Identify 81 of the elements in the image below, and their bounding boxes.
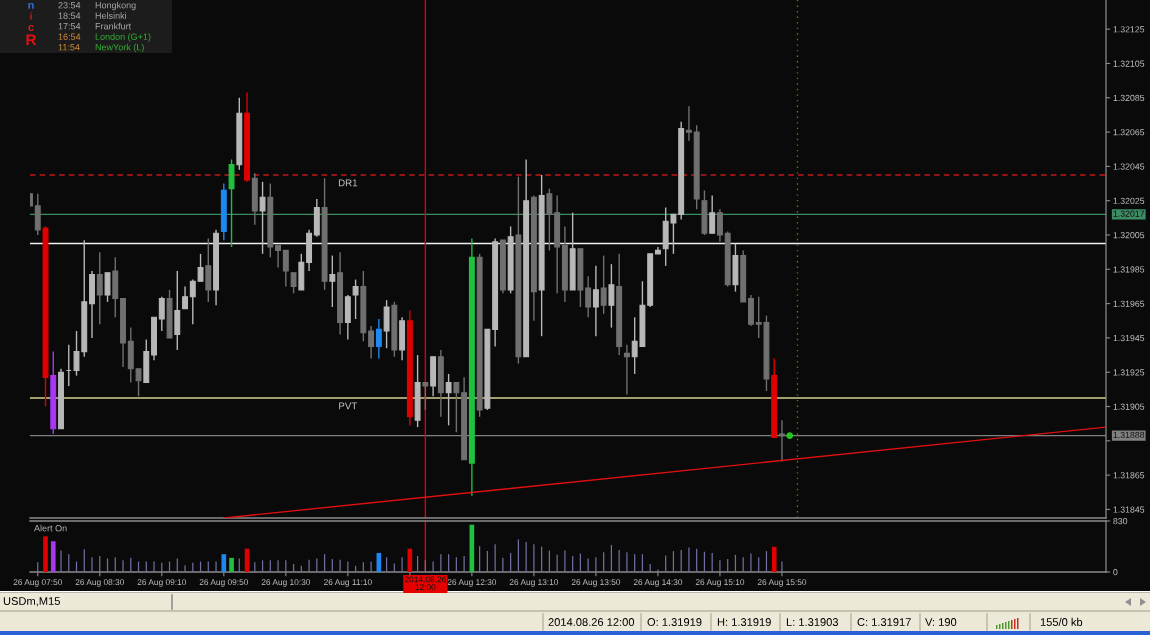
text: USDm,M15 xyxy=(3,597,60,607)
y-tick-label: 1.32105 xyxy=(1113,60,1145,67)
y-tick-label: 1.32085 xyxy=(1113,94,1145,102)
candlestick xyxy=(368,325,375,360)
annotation: n xyxy=(28,2,34,9)
x-tick-label: 26 Aug 09:10 xyxy=(137,579,187,587)
candlestick xyxy=(329,254,336,308)
candlestick xyxy=(600,254,607,315)
y-tick-label: 1.32125 xyxy=(1113,26,1145,33)
text: C: 1.31917 xyxy=(857,618,911,626)
annotation: DR1 xyxy=(338,179,358,187)
candlestick xyxy=(685,105,692,142)
candlestick xyxy=(585,275,592,319)
candlestick xyxy=(275,244,282,269)
candlestick xyxy=(259,181,266,255)
y-tick-label: 1.32025 xyxy=(1113,197,1145,204)
candlestick xyxy=(158,296,165,332)
annotation: PVT xyxy=(339,402,358,410)
x-tick-label: 26 Aug 07:50 xyxy=(13,579,62,587)
annotation: Alert On xyxy=(34,524,67,532)
y-tick-label: 1.31845 xyxy=(1113,506,1145,513)
y-tick-label: 1.31905 xyxy=(1113,403,1145,410)
annotation: 16:54 xyxy=(58,33,81,40)
annotation: 17:54 xyxy=(58,23,81,30)
candlestick xyxy=(453,381,460,433)
candlestick xyxy=(282,249,289,288)
candlestick xyxy=(592,265,599,337)
annotation: Helsinki xyxy=(95,12,126,19)
text: H: 1.31919 xyxy=(717,618,771,626)
x-tick-label: 26 Aug 10:30 xyxy=(261,579,311,587)
candlestick xyxy=(290,272,297,294)
text: O: 1.31919 xyxy=(647,618,702,626)
annotation: Frankfurt xyxy=(95,22,132,30)
y-tick-label: 1.31925 xyxy=(1113,369,1145,376)
x-tick-label: 26 Aug 08:30 xyxy=(75,579,125,587)
ref-line-label: 1.32017 xyxy=(1113,210,1145,217)
y-tick-label: 1.31985 xyxy=(1113,266,1145,273)
annotation: NewYork (L) xyxy=(95,43,144,53)
annotation: i xyxy=(30,12,32,20)
text: 2014.08.26 12:00 xyxy=(548,618,635,626)
candlestick xyxy=(445,373,452,427)
candlestick xyxy=(623,344,630,396)
y-tick-label: 1.32045 xyxy=(1113,163,1145,170)
candlestick xyxy=(422,381,429,411)
text: L: 1.31903 xyxy=(786,618,839,626)
annotation: R xyxy=(26,34,37,45)
candlestick xyxy=(352,278,359,320)
y-tick-label: 1.32005 xyxy=(1113,232,1145,239)
x-tick-label: 26 Aug 15:10 xyxy=(695,579,745,587)
y-tick-label: 1.31945 xyxy=(1113,334,1145,342)
candlestick xyxy=(546,187,553,252)
candlestick xyxy=(779,419,785,463)
x-tick-label: 26 Aug 11:10 xyxy=(324,579,372,587)
annotation: c xyxy=(28,24,34,31)
y-tick-label: 1.31965 xyxy=(1113,300,1145,307)
x-tick-label: 26 Aug 15:50 xyxy=(757,579,807,587)
y-tick-label: 0 xyxy=(1113,569,1118,576)
candlestick xyxy=(375,318,382,360)
annotation: Hongkong xyxy=(95,1,136,11)
ref-line-label: 2014.08.26 12:00 xyxy=(404,576,446,591)
annotation: 23:54 xyxy=(58,2,81,9)
candlestick xyxy=(104,272,111,303)
annotation: 18:54 xyxy=(58,12,81,19)
x-tick-label: 26 Aug 09:50 xyxy=(199,579,249,587)
text: V: 190 xyxy=(925,618,957,626)
ref-line-label: 1.31888 xyxy=(1113,431,1145,439)
x-tick-label: 26 Aug 12:30 xyxy=(447,579,497,587)
candlestick xyxy=(608,263,615,329)
y-tick-label: 1.32065 xyxy=(1113,129,1145,136)
annotation: 11:54 xyxy=(58,44,80,51)
x-tick-label: 26 Aug 14:30 xyxy=(633,579,683,587)
candlestick xyxy=(96,251,103,325)
candlestick xyxy=(716,208,723,243)
y-tick-label: 1.31865 xyxy=(1113,472,1145,479)
candlestick xyxy=(182,285,189,310)
text: 155/0 kb xyxy=(1040,617,1083,626)
candlestick xyxy=(709,194,716,234)
annotation: London (G+1) xyxy=(95,33,151,42)
x-tick-label: 26 Aug 13:50 xyxy=(571,579,621,587)
y-tick-label: 830 xyxy=(1113,518,1128,525)
x-tick-label: 26 Aug 13:10 xyxy=(509,579,559,587)
